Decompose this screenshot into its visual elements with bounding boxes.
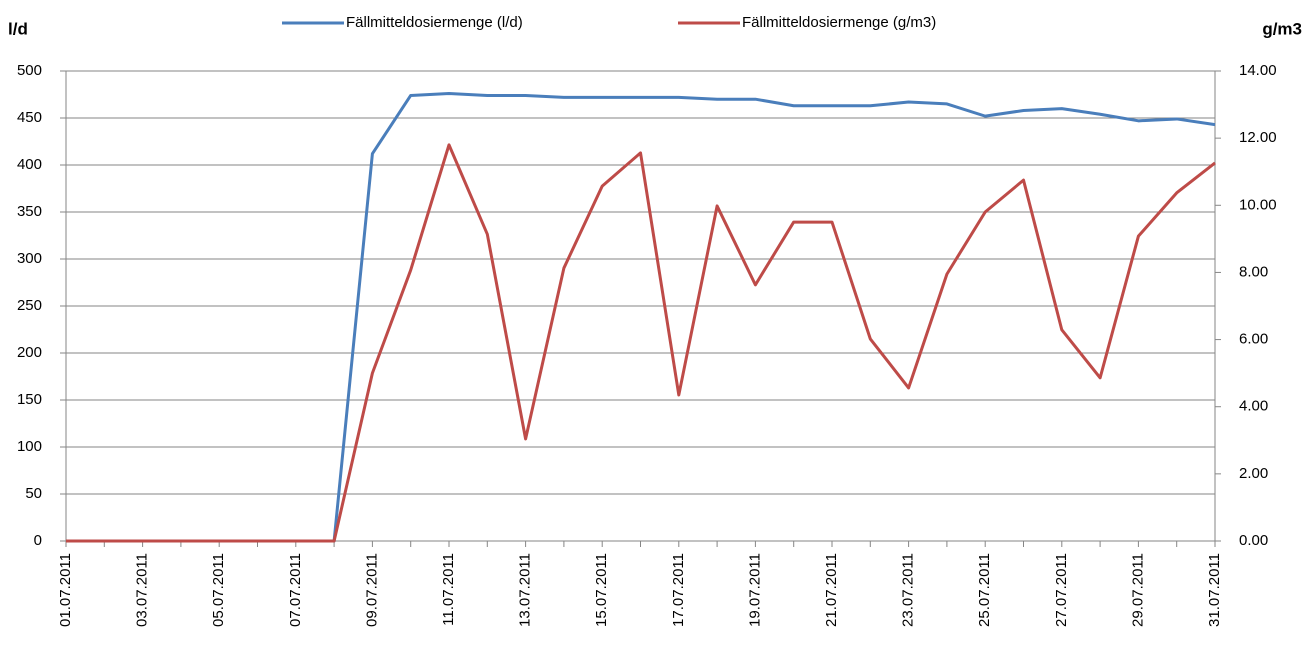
y-axis-title: l/d: [8, 19, 28, 38]
y-tick-label: 450: [17, 109, 42, 126]
y2-tick-label: 12.00: [1239, 129, 1277, 146]
y2-tick-label: 8.00: [1239, 263, 1268, 280]
y-tick-label: 50: [25, 485, 42, 502]
y-tick-label: 350: [17, 203, 42, 220]
x-tick-label: 23.07.2011: [900, 553, 917, 627]
x-tick-label: 11.07.2011: [440, 553, 457, 626]
y-tick-label: 250: [17, 297, 42, 314]
y2-tick-label: 14.00: [1239, 62, 1277, 79]
y2-tick-label: 4.00: [1239, 398, 1268, 415]
x-tick-label: 15.07.2011: [593, 553, 610, 627]
x-tick-label: 31.07.2011: [1206, 553, 1223, 627]
y-tick-label: 400: [17, 156, 42, 173]
y2-tick-label: 0.00: [1239, 532, 1268, 549]
y2-tick-label: 10.00: [1239, 196, 1277, 213]
y2-tick-label: 6.00: [1239, 331, 1268, 348]
legend-label: Fällmitteldosiermenge (l/d): [346, 14, 523, 31]
y-tick-label: 300: [17, 250, 42, 267]
y-tick-label: 200: [17, 344, 42, 361]
x-tick-label: 01.07.2011: [57, 553, 74, 627]
data-line: [66, 143, 1216, 543]
legend-label: Fällmitteldosiermenge (g/m3): [742, 14, 936, 31]
y-tick-label: 100: [17, 438, 42, 455]
y2-tick-label: 2.00: [1239, 465, 1268, 482]
y2-axis-title: g/m3: [1262, 19, 1302, 38]
x-tick-label: 03.07.2011: [134, 553, 151, 627]
x-tick-label: 25.07.2011: [976, 553, 993, 627]
x-tick-label: 17.07.2011: [670, 553, 687, 627]
y-tick-label: 0: [34, 532, 42, 549]
x-tick-label: 09.07.2011: [363, 553, 380, 627]
y-tick-label: 500: [17, 62, 42, 79]
x-tick-label: 27.07.2011: [1053, 553, 1070, 627]
x-tick-label: 05.07.2011: [210, 553, 227, 627]
y-tick-label: 150: [17, 391, 42, 408]
x-tick-label: 21.07.2011: [823, 553, 840, 627]
x-tick-label: 07.07.2011: [287, 553, 304, 627]
x-tick-label: 13.07.2011: [517, 553, 534, 627]
x-tick-label: 19.07.2011: [746, 553, 763, 627]
x-tick-label: 29.07.2011: [1129, 553, 1146, 627]
